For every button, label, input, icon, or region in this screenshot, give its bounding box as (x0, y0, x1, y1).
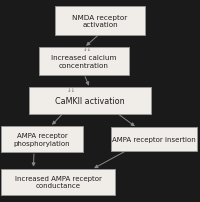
Text: Increased AMPA receptor
conductance: Increased AMPA receptor conductance (15, 175, 101, 188)
Text: Increased calcium
concentration: Increased calcium concentration (51, 55, 117, 68)
FancyBboxPatch shape (29, 88, 151, 114)
Text: AMPA receptor
phosphorylation: AMPA receptor phosphorylation (14, 133, 70, 146)
Text: ↓↓: ↓↓ (67, 87, 77, 92)
Text: CaMKII activation: CaMKII activation (55, 97, 125, 105)
FancyBboxPatch shape (1, 126, 83, 153)
FancyBboxPatch shape (55, 7, 145, 35)
FancyBboxPatch shape (111, 127, 197, 152)
FancyBboxPatch shape (39, 47, 129, 76)
Text: ↓↓: ↓↓ (83, 47, 93, 52)
Text: AMPA receptor insertion: AMPA receptor insertion (112, 136, 196, 142)
FancyBboxPatch shape (1, 169, 115, 195)
Text: NMDA receptor
activation: NMDA receptor activation (72, 15, 128, 28)
